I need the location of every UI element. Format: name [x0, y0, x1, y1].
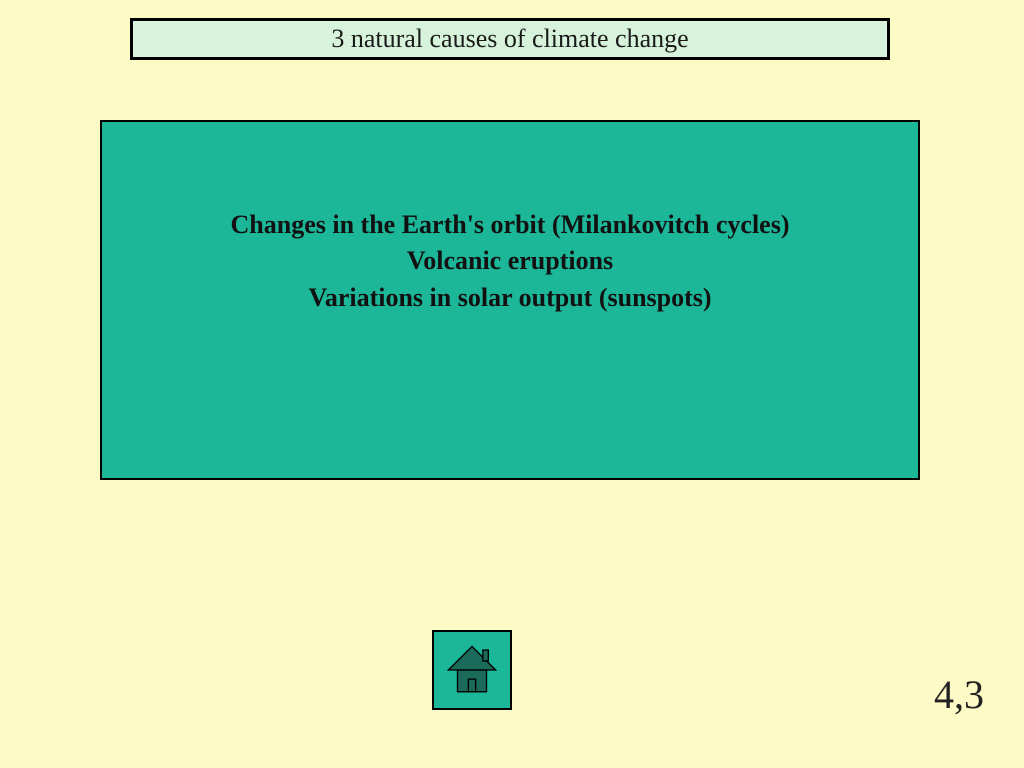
answer-box: Changes in the Earth's orbit (Milankovit…	[100, 120, 920, 480]
page-reference: 4,3	[934, 671, 984, 718]
answer-line-1: Changes in the Earth's orbit (Milankovit…	[102, 207, 918, 243]
answer-line-2: Volcanic eruptions	[102, 243, 918, 279]
home-icon	[443, 641, 501, 699]
home-button[interactable]	[432, 630, 512, 710]
question-title-text: 3 natural causes of climate change	[331, 24, 688, 54]
answer-line-3: Variations in solar output (sunspots)	[102, 280, 918, 316]
question-title-box: 3 natural causes of climate change	[130, 18, 890, 60]
